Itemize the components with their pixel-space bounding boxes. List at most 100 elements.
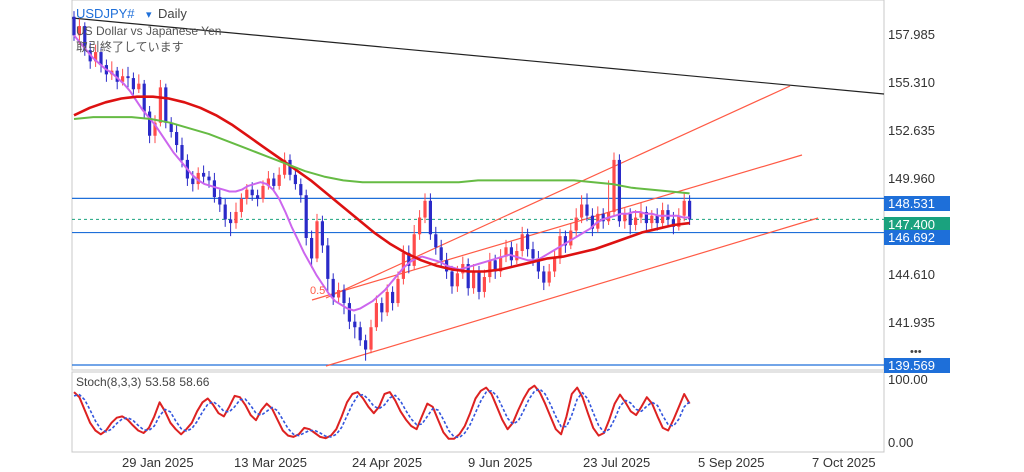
- candle-body: [99, 52, 103, 66]
- candle-body: [407, 252, 411, 266]
- x-tick-label: 5 Sep 2025: [698, 455, 765, 470]
- market-status: 取引終了しています: [76, 39, 184, 54]
- candle-body: [499, 256, 503, 272]
- candle-body: [169, 122, 173, 133]
- candle-body: [245, 189, 249, 199]
- candle-body: [482, 277, 486, 292]
- candle-body: [207, 176, 211, 181]
- candle-body: [601, 213, 605, 222]
- candle-body: [83, 26, 87, 51]
- candle-body: [455, 273, 459, 287]
- y-tick-label: 149.960: [888, 171, 935, 186]
- x-axis: 29 Jan 2025 13 Mar 2025 24 Apr 2025 9 Ju…: [122, 455, 876, 470]
- moving-average-line: [73, 116, 690, 195]
- candle-body: [223, 204, 227, 220]
- candle-body: [218, 197, 222, 205]
- more-options-icon[interactable]: •••: [910, 346, 922, 358]
- candle-body: [639, 211, 643, 218]
- candle-body: [650, 215, 654, 224]
- candle-body: [418, 217, 422, 235]
- price-badge-text: 139.569: [888, 358, 935, 373]
- x-tick-label: 9 Jun 2025: [468, 455, 532, 470]
- y-tick-label: 157.985: [888, 27, 935, 42]
- candle-body: [126, 76, 130, 79]
- candle-body: [688, 200, 692, 220]
- candle-body: [121, 76, 125, 82]
- candle-body: [77, 26, 81, 36]
- stoch-panel-frame: [71, 371, 885, 453]
- candle-body: [677, 215, 681, 227]
- price-badge-148531: 148.531: [884, 196, 950, 211]
- channel-annotation: 0.5: [310, 285, 325, 297]
- candle-body: [283, 159, 287, 175]
- candles: [72, 11, 692, 361]
- candle-body: [623, 213, 627, 222]
- price-badge-146692: 146.692: [884, 230, 950, 245]
- candle-body: [261, 185, 265, 199]
- candle-body: [531, 249, 535, 259]
- candle-body: [585, 204, 589, 216]
- candle-body: [191, 178, 195, 185]
- price-badge-bg: [884, 230, 950, 245]
- candle-body: [547, 271, 551, 283]
- candle-body: [477, 271, 481, 292]
- candle-body: [401, 252, 405, 279]
- candle-body: [628, 213, 632, 225]
- candle-body: [353, 321, 357, 328]
- stoch-k-line: [73, 384, 691, 440]
- candle-body: [331, 278, 335, 298]
- candle-body: [288, 159, 292, 175]
- x-tick-label: 29 Jan 2025: [122, 455, 194, 470]
- main-y-axis: 157.985 155.310 152.635 149.960 144.610 …: [888, 27, 935, 330]
- candle-body: [428, 200, 432, 235]
- candle-body: [488, 260, 492, 278]
- symbol-dropdown-icon[interactable]: ▾: [146, 9, 152, 21]
- candle-body: [94, 52, 98, 62]
- stochastic-lines: [73, 384, 691, 440]
- candle-body: [466, 264, 470, 289]
- candle-body: [202, 172, 206, 177]
- candle-body: [158, 87, 162, 123]
- y-tick-label: 144.610: [888, 267, 935, 282]
- symbol-label[interactable]: USDJPY#: [76, 6, 135, 21]
- candle-body: [526, 234, 530, 250]
- horizontal-lines: [72, 197, 884, 366]
- stoch-d-readout: 58.66: [179, 375, 209, 389]
- candle-body: [212, 180, 216, 198]
- candle-body: [612, 159, 616, 212]
- channel-middle-line: [311, 154, 803, 301]
- candle-body: [391, 291, 395, 304]
- candle-body: [164, 87, 168, 123]
- candle-body: [310, 237, 314, 259]
- candle-body: [115, 70, 119, 82]
- candle-body: [380, 303, 384, 313]
- candle-body: [682, 200, 686, 216]
- stoch-y-tick: 100.00: [888, 372, 928, 387]
- candle-body: [131, 78, 135, 90]
- last-price-badge: 147.400: [884, 217, 950, 232]
- candle-body: [180, 145, 184, 160]
- candle-body: [385, 291, 389, 313]
- candle-body: [509, 247, 513, 261]
- candle-body: [574, 217, 578, 231]
- y-tick-label: 155.310: [888, 75, 935, 90]
- candle-body: [175, 132, 179, 146]
- timeframe-label[interactable]: Daily: [158, 6, 187, 21]
- candle-body: [304, 195, 308, 238]
- candle-body: [277, 174, 281, 186]
- candle-body: [137, 83, 141, 90]
- candle-body: [153, 122, 157, 136]
- candle-body: [256, 195, 260, 199]
- x-tick-label: 23 Jul 2025: [583, 455, 650, 470]
- candle-body: [504, 247, 508, 257]
- candle-body: [250, 189, 254, 196]
- candle-body: [320, 221, 324, 246]
- stoch-y-tick: 0.00: [888, 435, 913, 450]
- candle-body: [72, 16, 76, 36]
- candle-body: [326, 245, 330, 279]
- candle-body: [450, 271, 454, 287]
- x-tick-label: 7 Oct 2025: [812, 455, 876, 470]
- candle-body: [272, 178, 276, 186]
